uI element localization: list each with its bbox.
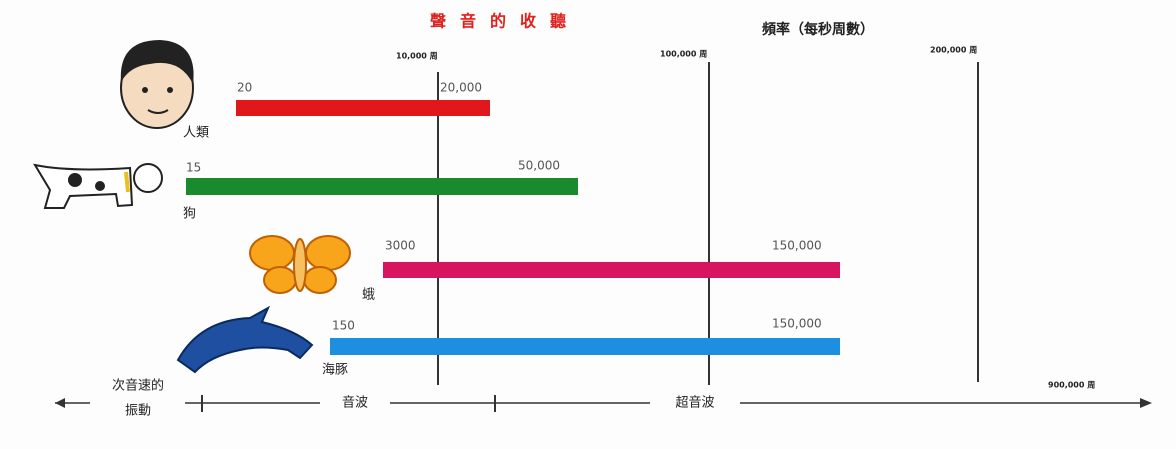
range-bar [236,100,490,116]
arrow-head [1140,398,1152,408]
arrow-head [55,398,65,408]
scale-label: 900,000 周 [1048,381,1095,390]
animal-name: 蛾 [362,288,375,303]
bottom-label: 音波 [342,395,368,411]
animal-name: 海豚 [322,363,348,378]
low-label: 3000 [385,239,416,253]
low-label: 20 [237,81,252,95]
bottom-label: 超音波 [675,395,714,411]
range-bar [330,338,840,355]
animal-name: 人類 [183,126,209,141]
animal-name: 狗 [183,207,196,222]
title: 聲音的收聽 [430,12,580,31]
low-label: 150 [332,319,355,333]
low-label: 15 [186,161,201,175]
bottom-label: 振動 [125,404,151,419]
dog-icon [32,163,163,209]
high-label: 150,000 [772,239,822,253]
bottom-label: 次音速的 [112,378,164,394]
range-bar [186,178,578,195]
scale-label: 10,000 周 [396,52,438,61]
dolphin-icon [176,305,314,374]
axis-label: 頻率（每秒周數） [762,21,874,38]
scale-label: 100,000 周 [660,50,707,59]
high-label: 20,000 [440,81,482,95]
high-label: 150,000 [772,317,822,331]
scale-label: 200,000 周 [930,46,977,55]
high-label: 50,000 [518,159,560,173]
human-icon [120,40,194,129]
range-bar [383,262,840,278]
moth-icon [249,235,351,294]
